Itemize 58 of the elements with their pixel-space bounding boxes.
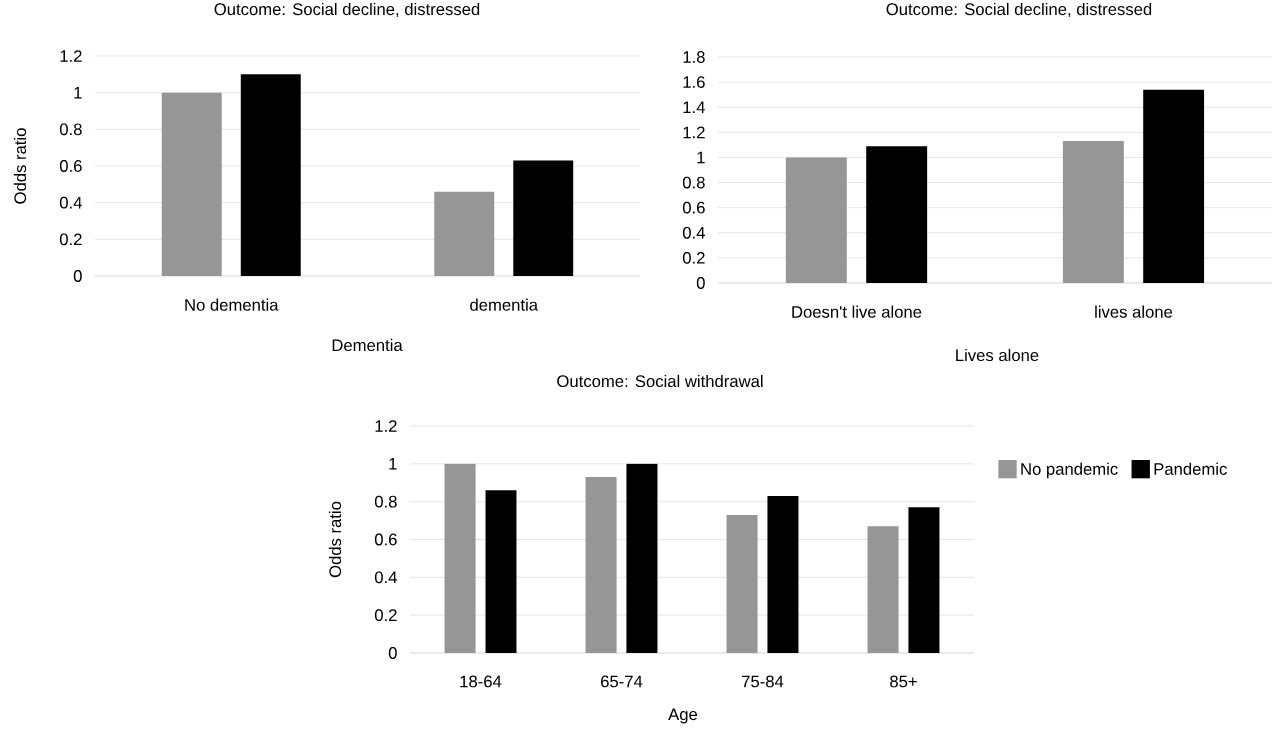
y-axis-title: Odds ratio: [13, 128, 27, 204]
bar: [585, 477, 617, 653]
legend-label: No pandemic: [1021, 462, 1118, 479]
chart-title: Outcome: Social decline, distressed: [214, 2, 480, 18]
y-tick-label: 0.8: [682, 176, 705, 189]
y-tick-label: 1: [389, 458, 397, 470]
y-tick-label: 0: [73, 270, 82, 282]
bar: [434, 191, 495, 276]
y-tick-label: 0.8: [374, 495, 397, 508]
x-tick-label: 18-64: [460, 675, 502, 688]
y-tick-label: 0.2: [682, 251, 705, 264]
x-axis-title: Lives alone: [956, 348, 1039, 362]
y-tick-label: 0.6: [59, 160, 82, 172]
y-axis-title: Odds ratio: [328, 501, 342, 578]
y-tick-label: 0.8: [59, 123, 82, 136]
y-tick-label: 1.8: [683, 51, 705, 63]
y-tick-label: 1.2: [375, 420, 397, 432]
x-tick-label: 75-84: [742, 675, 784, 688]
y-tick-label: 0: [388, 647, 397, 659]
y-tick-label: 1.6: [683, 76, 705, 88]
bar: [444, 463, 476, 653]
chart-title: Outcome: Social decline, distressed: [886, 2, 1152, 18]
x-tick-label: lives alone: [1095, 305, 1173, 318]
bar: [240, 74, 301, 276]
bar: [485, 490, 517, 653]
y-tick-label: 1.2: [60, 50, 82, 62]
bar: [785, 157, 847, 283]
x-tick-label: Doesn't live alone: [792, 305, 922, 318]
bar: [767, 495, 799, 653]
bar: [513, 160, 574, 276]
bar: [1062, 141, 1124, 283]
y-tick-label: 0.2: [374, 609, 397, 622]
y-tick-label: 0: [696, 277, 705, 289]
bar: [908, 507, 940, 653]
x-tick-label: No dementia: [185, 298, 279, 311]
x-tick-label: dementia: [470, 298, 539, 311]
bar: [866, 146, 928, 283]
y-tick-label: 1.4: [683, 101, 705, 113]
bar: [867, 526, 899, 653]
bar: [726, 514, 758, 653]
y-tick-label: 0.6: [374, 533, 397, 546]
x-tick-label: 65-74: [601, 675, 643, 688]
bar: [161, 92, 222, 276]
legend-label: Pandemic: [1154, 462, 1227, 475]
x-tick-label: 85+: [890, 675, 917, 688]
chart-title: Outcome: Social withdrawal: [557, 374, 763, 388]
y-tick-label: 0.6: [682, 201, 705, 214]
y-tick-label: 0.2: [59, 233, 82, 246]
y-tick-label: 1: [74, 86, 82, 99]
x-axis-title: Dementia: [332, 338, 403, 352]
y-tick-label: 0.4: [374, 571, 397, 584]
y-tick-label: 0.4: [59, 196, 82, 209]
y-tick-label: 1.2: [683, 126, 705, 139]
bar: [1143, 89, 1205, 283]
y-tick-label: 1: [697, 151, 705, 164]
y-tick-label: 0.4: [682, 226, 705, 239]
bar: [626, 463, 658, 653]
x-axis-title: Age: [668, 708, 698, 724]
